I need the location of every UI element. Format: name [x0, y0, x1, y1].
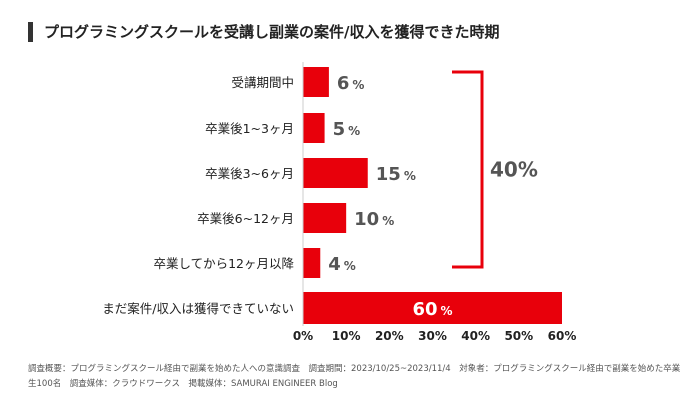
- value-number: 15: [376, 164, 401, 185]
- value-label: 60%: [412, 299, 452, 320]
- value-unit: %: [404, 169, 416, 183]
- value-label: 4%: [328, 254, 356, 275]
- value-label: 5%: [333, 119, 361, 140]
- value-number: 4: [328, 254, 341, 275]
- value-unit: %: [348, 124, 360, 138]
- bar: [303, 248, 321, 278]
- category-label: 卒業後6~12ヶ月: [197, 211, 294, 226]
- bar: [303, 113, 325, 143]
- bar: [303, 203, 347, 233]
- value-number: 60: [412, 299, 437, 320]
- bar: [303, 158, 368, 188]
- x-tick-label: 10%: [332, 329, 361, 343]
- title-accent-bar: [28, 22, 33, 42]
- value-label: 10%: [354, 209, 394, 230]
- x-tick-label: 60%: [548, 329, 577, 343]
- category-label: 卒業してから12ヶ月以降: [153, 256, 294, 271]
- value-unit: %: [441, 304, 453, 318]
- bracket: [452, 70, 484, 269]
- value-number: 6: [337, 73, 350, 94]
- value-unit: %: [344, 259, 356, 273]
- category-label: 卒業後1~3ヶ月: [205, 121, 294, 136]
- bar: [303, 67, 329, 97]
- bar: [303, 292, 562, 324]
- x-tick-label: 20%: [375, 329, 404, 343]
- value-label: 6%: [337, 73, 365, 94]
- value-unit: %: [382, 214, 394, 228]
- category-label: まだ案件/収入は獲得できていない: [102, 301, 294, 316]
- category-label: 受講期間中: [231, 75, 294, 90]
- x-tick-label: 40%: [461, 329, 490, 343]
- bracket-label: 40%: [490, 158, 538, 182]
- value-unit: %: [352, 78, 364, 92]
- value-number: 5: [333, 119, 346, 140]
- value-number: 10: [354, 209, 379, 230]
- bar-chart: 受講期間中 6 % 卒業後1~3ヶ月 5 % 卒業後3~6ヶ月 15 % 卒業後6~12ヶ月 10%…: [102, 62, 577, 343]
- category-label: 卒業後3~6ヶ月: [205, 166, 294, 181]
- x-tick-label: 50%: [504, 329, 533, 343]
- value-label: 15%: [376, 164, 416, 185]
- x-tick-label: 0%: [293, 329, 313, 343]
- chart-title: プログラミングスクールを受講し副業の案件/収入を獲得できた時期: [44, 23, 500, 41]
- x-tick-label: 30%: [418, 329, 447, 343]
- survey-footnote: 調査概要：プログラミングスクール経由で副業を始めた人への意識調査 調査期間：20…: [28, 364, 681, 389]
